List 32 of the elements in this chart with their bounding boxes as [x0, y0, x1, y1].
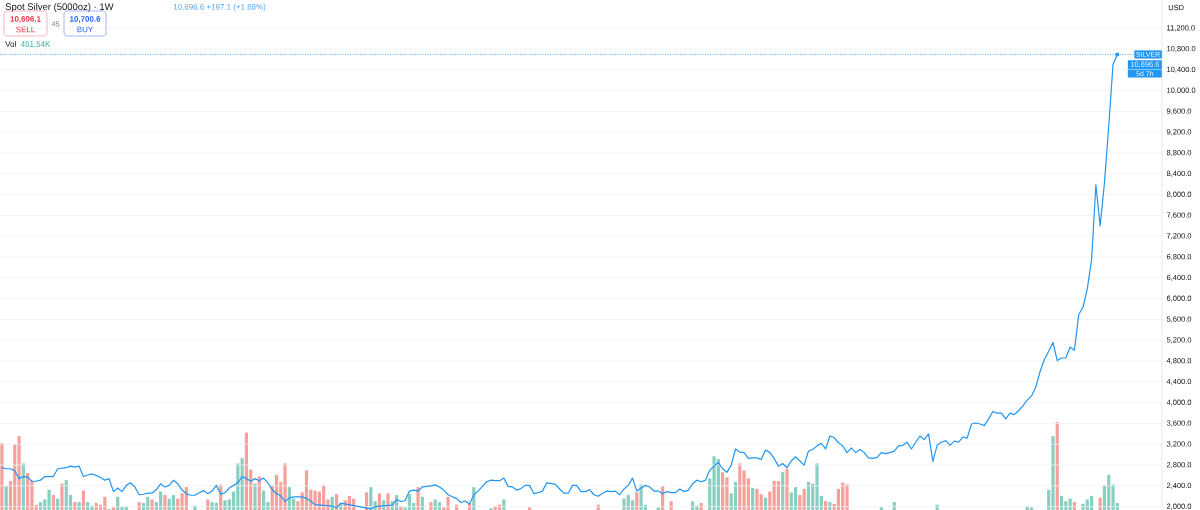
bar	[793, 487, 798, 510]
bar	[635, 492, 639, 510]
bar	[712, 456, 716, 510]
bar	[845, 484, 849, 510]
bar	[47, 489, 51, 510]
bar	[656, 507, 660, 510]
bar	[527, 507, 532, 510]
bar	[879, 507, 883, 510]
bar	[751, 488, 755, 510]
bar	[802, 488, 806, 510]
bar	[377, 493, 382, 510]
bar	[429, 502, 433, 510]
bar	[111, 507, 116, 510]
bar	[313, 490, 317, 510]
bar	[150, 499, 154, 510]
bar	[755, 488, 759, 510]
bar	[163, 495, 167, 510]
bar	[1051, 436, 1055, 510]
bar	[416, 487, 420, 510]
bar	[785, 468, 789, 510]
bar	[17, 436, 21, 510]
bar	[1081, 503, 1085, 510]
bar	[386, 493, 390, 510]
bar	[283, 463, 287, 510]
bar	[622, 498, 626, 510]
bar	[815, 463, 819, 510]
bar	[253, 483, 257, 510]
bar	[446, 496, 450, 510]
bar	[1029, 507, 1034, 510]
bar	[60, 483, 64, 510]
chart-title: Spot Silver (5000oz) · 1W	[5, 3, 114, 12]
bar	[223, 500, 227, 510]
